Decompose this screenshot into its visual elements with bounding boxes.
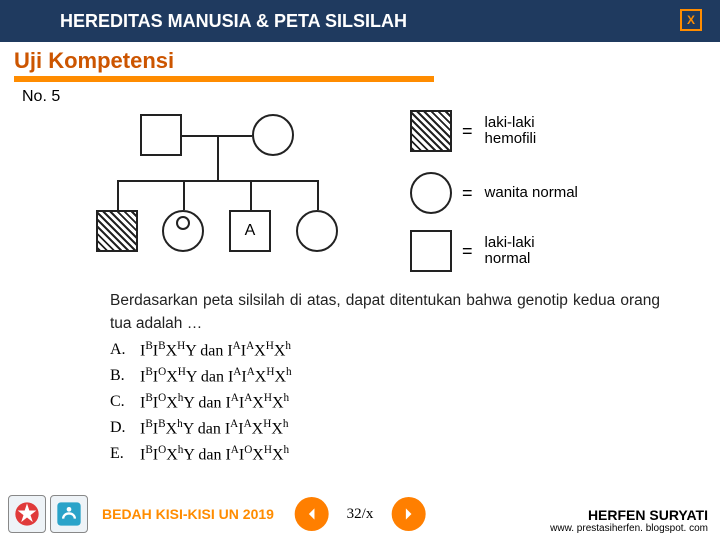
subheader: Uji Kompetensi [0,42,720,82]
option-E-text: IBIOXhY dan IAIOXHXh [140,442,289,468]
author-block: HERFEN SURYATI www. prestasiherfen. blog… [550,507,708,534]
option-C-text: IBIOXhY dan IAIAXHXh [140,390,289,416]
parent-male-square [140,114,182,156]
legend-female-norm: = wanita normal [410,172,578,214]
child2-circle [162,210,204,252]
option-D-text: IBIBXhY dan IAIAXHXh [140,416,288,442]
child3-label: A [245,222,256,240]
header-title: HEREDITAS MANUSIA & PETA SILSILAH [60,11,407,32]
option-A-text: IBIBXHY dan IAIAXHXh [140,338,291,364]
options-list: A.IBIBXHY dan IAIAXHXh B.IBIOXHY dan IAI… [110,338,660,469]
option-C: C.IBIOXhY dan IAIAXHXh [110,390,660,416]
pedigree-line [117,180,317,182]
option-D: D.IBIBXhY dan IAIAXHXh [110,416,660,442]
question-number: No. 5 [0,82,720,110]
pedigree-line [317,180,319,210]
pedigree-line [117,180,119,210]
child4-circle [296,210,338,252]
child3-square: A [229,210,271,252]
equals-sign: = [462,121,473,142]
legend-square-icon [410,230,452,272]
prev-button[interactable] [295,497,329,531]
option-A: A.IBIBXHY dan IAIAXHXh [110,338,660,364]
child2-inner-mark [176,216,190,230]
footer-badges [0,495,88,533]
legend-male-norm: = laki-laki normal [410,230,535,272]
pedigree-line [250,180,252,210]
legend-circle-icon [410,172,452,214]
legend-square-hatched-icon [410,110,452,152]
option-E: E.IBIOXhY dan IAIOXHXh [110,442,660,468]
equals-sign: = [462,183,473,204]
equals-sign: = [462,241,473,262]
option-B-text: IBIOXHY dan IAIAXHXh [140,364,292,390]
child1-square-hatched [96,210,138,252]
footer: BEDAH KISI-KISI UN 2019 32/x HERFEN SURY… [0,488,720,540]
legend-text: laki-laki normal [485,235,535,268]
pedigree-line [217,135,219,180]
badge2-icon [50,495,88,533]
section-title: Uji Kompetensi [14,48,706,74]
footer-kisi-text: BEDAH KISI-KISI UN 2019 [102,506,274,522]
header-bar: HEREDITAS MANUSIA & PETA SILSILAH X [0,0,720,42]
pedigree-diagram: A = laki-laki hemofili = wanita normal =… [110,110,660,285]
pedigree-line [183,180,185,210]
legend-male-hemo: = laki-laki hemofili [410,110,536,152]
legend-text: wanita normal [485,185,578,202]
nav-group: 32/x [295,497,426,531]
close-button[interactable]: X [680,9,702,31]
parent-female-circle [252,114,294,156]
author-name: HERFEN SURYATI [550,507,708,523]
legend-text: laki-laki hemofili [485,115,537,148]
option-B: B.IBIOXHY dan IAIAXHXh [110,364,660,390]
badge1-icon [8,495,46,533]
next-button[interactable] [391,497,425,531]
author-url: www. prestasiherfen. blogspot. com [550,523,708,534]
content-area: A = laki-laki hemofili = wanita normal =… [0,110,720,468]
page-number: 32/x [347,506,374,523]
question-text: Berdasarkan peta silsilah di atas, dapat… [110,289,660,336]
